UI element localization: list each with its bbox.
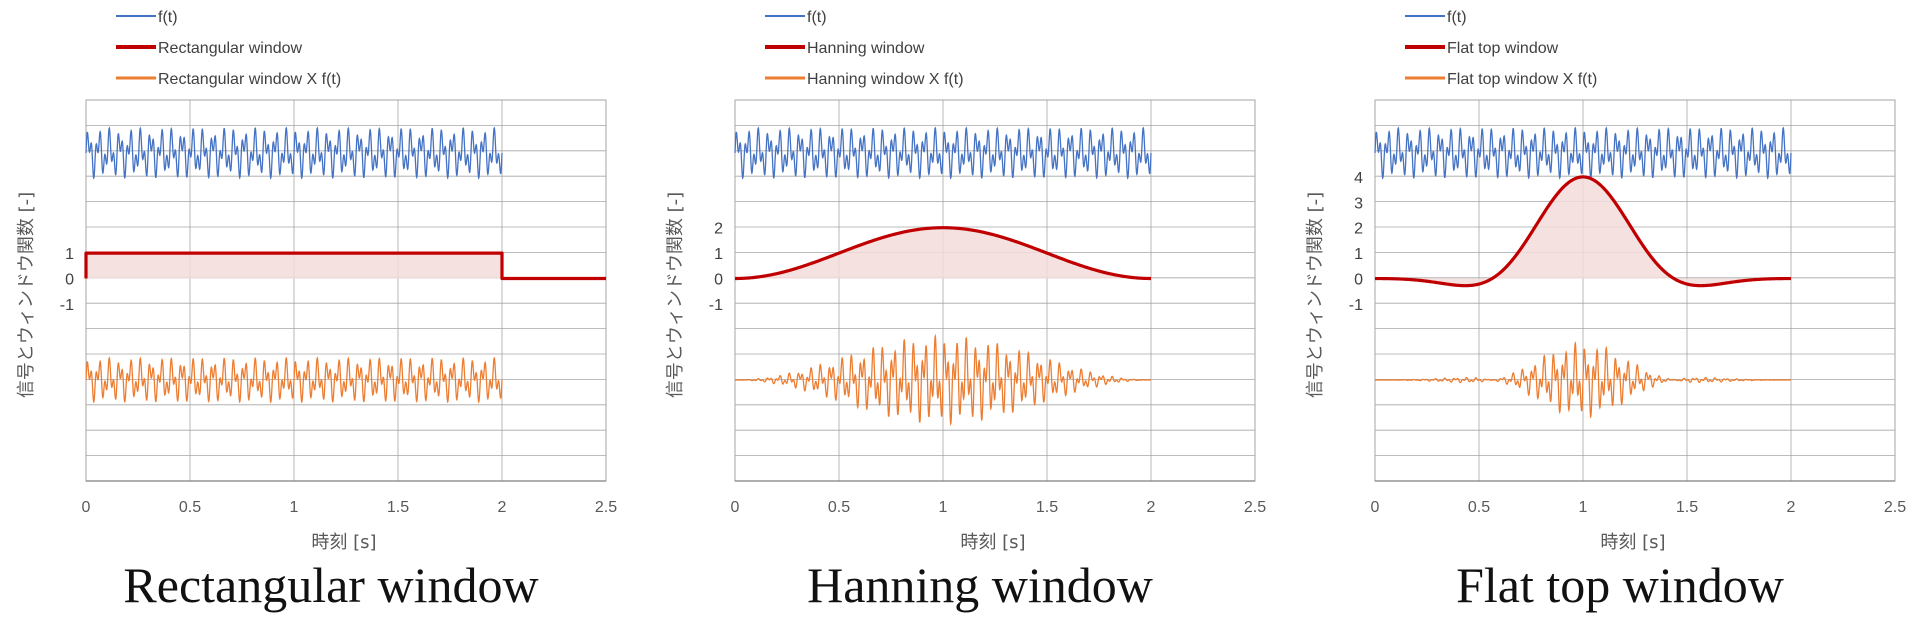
legend-label: Rectangular window X f(t) xyxy=(158,71,341,88)
series-window-line xyxy=(1374,175,1792,288)
x-axis-label: 時刻 [s] xyxy=(311,532,376,553)
y-axis-label: 信号とウィンドウ関数 [-] xyxy=(665,192,686,398)
panel-title: Hanning window xyxy=(807,557,1153,613)
x-tick-label: 1 xyxy=(290,499,299,516)
y-tick-label: 0 xyxy=(1354,272,1363,289)
legend-entry-3: Flat top window X f(t) xyxy=(1405,71,1597,88)
legend-label: f(t) xyxy=(807,9,827,26)
legend-entry-2: Flat top window xyxy=(1405,40,1559,57)
x-tick-label: 2 xyxy=(498,499,507,516)
legend-entry-3: Rectangular window X f(t) xyxy=(116,71,341,88)
panel-title: Flat top window xyxy=(1456,557,1784,613)
series-window-line xyxy=(734,226,1152,281)
x-tick-label: 2.5 xyxy=(1244,499,1266,516)
x-tick-label: 0.5 xyxy=(179,499,201,516)
x-tick-label: 0 xyxy=(1371,499,1380,516)
x-tick-label: 0 xyxy=(731,499,740,516)
y-tick-label: -1 xyxy=(709,297,723,314)
series-product xyxy=(735,333,1151,427)
series-product xyxy=(85,356,503,404)
series-window-fill xyxy=(86,253,502,279)
y-tick-label: 2 xyxy=(1354,221,1363,238)
x-tick-label: 1.5 xyxy=(1036,499,1058,516)
chart-panel-2: f(t) Hanning window Hanning window X f(t) 0… xyxy=(665,9,1266,613)
x-tick-label: 1.5 xyxy=(1676,499,1698,516)
y-axis-label: 信号とウィンドウ関数 [-] xyxy=(16,192,37,398)
series-signal-ft xyxy=(734,126,1152,180)
x-tick-label: 1.5 xyxy=(387,499,409,516)
legend-entry-3: Hanning window X f(t) xyxy=(765,71,964,88)
x-tick-label: 0.5 xyxy=(828,499,850,516)
legend-entry-1: f(t) xyxy=(765,9,827,26)
x-axis-label: 時刻 [s] xyxy=(1600,532,1665,553)
x-tick-label: 0 xyxy=(82,499,91,516)
chart-panel-3: f(t) Flat top window Flat top window X f(t… xyxy=(1305,9,1906,613)
series-window-fill xyxy=(735,227,1151,279)
legend-entry-2: Hanning window xyxy=(765,40,925,57)
legend-label: Flat top window xyxy=(1447,40,1559,57)
y-tick-label: 1 xyxy=(1354,246,1363,263)
y-tick-label: 1 xyxy=(714,246,723,263)
x-tick-label: 2 xyxy=(1147,499,1156,516)
legend-label: f(t) xyxy=(158,9,178,26)
series-window-fill xyxy=(1375,176,1791,286)
series-signal-ft xyxy=(1374,126,1792,180)
x-tick-label: 1 xyxy=(1579,499,1588,516)
y-tick-label: 1 xyxy=(65,246,74,263)
x-tick-label: 1 xyxy=(939,499,948,516)
x-tick-label: 0.5 xyxy=(1468,499,1490,516)
x-tick-label: 2.5 xyxy=(1884,499,1906,516)
y-tick-label: -1 xyxy=(1349,297,1363,314)
y-tick-label: -1 xyxy=(60,297,74,314)
legend-label: Hanning window X f(t) xyxy=(807,71,964,88)
x-axis-label: 時刻 [s] xyxy=(960,532,1025,553)
legend-label: Hanning window xyxy=(807,40,925,57)
chart-panel-1: f(t) Rectangular window Rectangular window… xyxy=(16,9,617,613)
x-tick-label: 2.5 xyxy=(595,499,617,516)
series-signal-ft xyxy=(85,126,503,180)
y-tick-label: 3 xyxy=(1354,195,1363,212)
series-product xyxy=(1375,341,1791,419)
series-window-line xyxy=(84,251,606,281)
legend-label: Flat top window X f(t) xyxy=(1447,71,1597,88)
y-tick-label: 0 xyxy=(714,272,723,289)
legend-entry-1: f(t) xyxy=(116,9,178,26)
y-tick-label: 4 xyxy=(1354,170,1363,187)
legend-entry-1: f(t) xyxy=(1405,9,1467,26)
y-tick-label: 2 xyxy=(714,221,723,238)
legend-label: f(t) xyxy=(1447,9,1467,26)
x-tick-label: 2 xyxy=(1787,499,1796,516)
y-tick-label: 0 xyxy=(65,272,74,289)
y-axis-label: 信号とウィンドウ関数 [-] xyxy=(1305,192,1326,398)
panel-title: Rectangular window xyxy=(123,557,538,613)
legend-entry-2: Rectangular window xyxy=(116,40,303,57)
legend-label: Rectangular window xyxy=(158,40,303,57)
